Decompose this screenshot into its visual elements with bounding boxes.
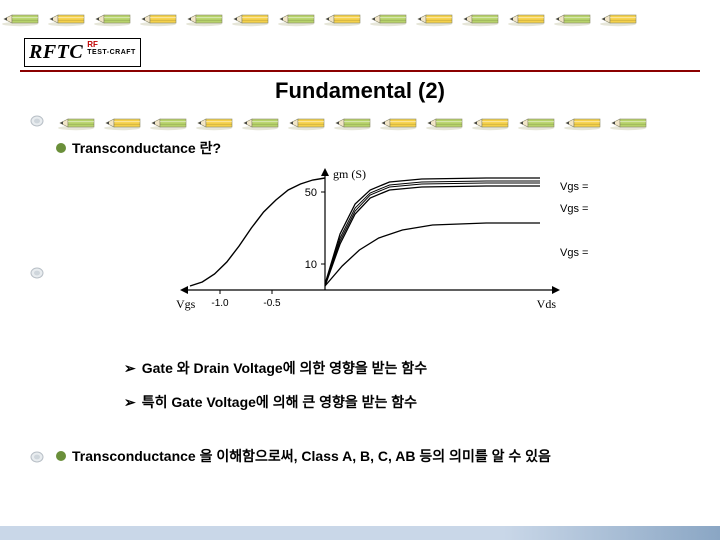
margin-dot [30,450,44,464]
note-text: 특히 Gate Voltage에 의해 큰 영향을 받는 함수 [142,392,417,412]
svg-text:-1.0: -1.0 [211,298,229,309]
svg-text:50: 50 [305,187,317,199]
page-title: Fundamental (2) [0,78,720,104]
svg-text:-0.5: -0.5 [263,298,281,309]
pencil-row-top [0,10,720,28]
svg-text:10: 10 [305,259,317,271]
note-text: Gate 와 Drain Voltage에 의한 영향을 받는 함수 [142,358,427,378]
pencil-icon [102,115,148,131]
note-gate-voltage: ➢ 특히 Gate Voltage에 의해 큰 영향을 받는 함수 [124,392,417,412]
note-gate-drain: ➢ Gate 와 Drain Voltage에 의한 영향을 받는 함수 [124,358,427,378]
bullet-icon [56,451,66,461]
pencil-icon [598,11,644,27]
margin-dot [30,114,44,128]
pencil-icon [562,115,608,131]
bullet-text: Transconductance 란? [72,138,221,158]
pencil-icon [608,115,654,131]
pencil-icon [516,115,562,131]
pencil-row-mid [56,114,716,132]
pencil-icon [460,11,506,27]
pencil-icon [552,11,598,27]
logo-sub-rf: RF [87,41,136,49]
pencil-icon [368,11,414,27]
pencil-icon [46,11,92,27]
pencil-icon [414,11,460,27]
pencil-icon [332,115,378,131]
footer-bar [0,526,720,540]
pencil-icon [424,115,470,131]
title-rule [20,70,700,72]
pencil-icon [276,11,322,27]
svg-text:Vds: Vds [537,297,557,311]
pencil-icon [286,115,332,131]
margin-dot [30,266,44,280]
logo: RFTC RF TEST-CRAFT [24,38,141,67]
logo-sub: RF TEST-CRAFT [87,41,136,57]
pencil-icon [56,115,102,131]
slide: RFTC RF TEST-CRAFT Fundamental (2) [0,0,720,540]
pencil-icon [322,11,368,27]
pencil-icon [240,115,286,131]
gm-chart-svg: gm (S) 50 10 Vgs -1.0 -0.5 Vds Vgs = -1.1 Vgs = … [150,160,590,340]
pencil-icon [194,115,240,131]
logo-main: RFTC [29,41,83,63]
gm-chart: gm (S) 50 10 Vgs -1.0 -0.5 Vds Vgs = -1.1 Vgs = … [150,160,590,340]
pencil-icon [92,11,138,27]
bullet-icon [56,143,66,153]
svg-text:Vgs: Vgs [176,297,196,311]
bullet-text: Transconductance 을 이해함으로써, Class A, B, C… [72,446,551,466]
arrow-icon: ➢ [124,394,136,411]
pencil-icon [138,11,184,27]
pencil-icon [470,115,516,131]
pencil-icon [0,11,46,27]
bullet-conclusion: Transconductance 을 이해함으로써, Class A, B, C… [56,446,551,466]
svg-text:Vgs = -1.1: Vgs = -1.1 [560,181,590,193]
pencil-icon [184,11,230,27]
pencil-icon [148,115,194,131]
bullet-transconductance-q: Transconductance 란? [56,138,221,158]
svg-text:Vgs = -1.0: Vgs = -1.0 [560,203,590,215]
svg-text:gm (S): gm (S) [333,167,366,181]
pencil-icon [230,11,276,27]
svg-text:Vgs = -1.4: Vgs = -1.4 [560,247,590,259]
logo-sub-tc: TEST-CRAFT [87,49,136,57]
arrow-icon: ➢ [124,360,136,377]
pencil-icon [378,115,424,131]
pencil-icon [506,11,552,27]
